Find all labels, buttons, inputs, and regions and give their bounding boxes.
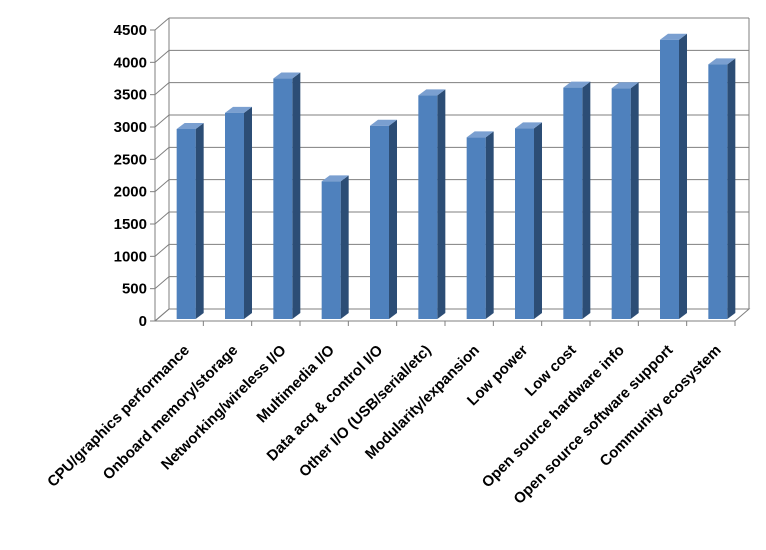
gridline-depth: [154, 179, 170, 193]
bar-front: [321, 181, 341, 319]
gridline-depth: [154, 243, 170, 257]
bar-front: [563, 87, 583, 319]
bar: [370, 119, 397, 320]
y-tick-label: 0: [139, 313, 147, 330]
bar-top: [563, 81, 591, 88]
y-tick-label: 1500: [114, 216, 147, 233]
bar-front: [515, 128, 534, 319]
bar-side: [195, 123, 204, 319]
gridline-depth: [154, 276, 170, 290]
gridline-depth: [154, 49, 170, 63]
bar-side: [727, 58, 736, 319]
y-tick-label: 2000: [114, 184, 147, 201]
bar-top: [370, 119, 397, 126]
bar-front: [176, 129, 196, 319]
y-tick-label: 2500: [114, 151, 147, 168]
bar: [563, 81, 591, 319]
bar: [418, 89, 446, 319]
bar-side: [292, 72, 301, 319]
bar-side: [437, 89, 446, 319]
bar-side: [534, 122, 542, 319]
y-tick-label: 4500: [114, 22, 147, 39]
gridline-depth: [154, 114, 170, 128]
bar-front: [611, 88, 631, 319]
bar: [321, 175, 349, 319]
bar-top: [708, 58, 736, 65]
y-tick-label: 4000: [114, 54, 147, 71]
gridline-depth: [154, 211, 170, 225]
bar-front: [225, 112, 244, 319]
bars: [176, 33, 736, 320]
bar-top: [176, 123, 204, 129]
bar-top: [611, 82, 639, 89]
bar-top: [515, 122, 542, 129]
gridline-depth: [154, 17, 170, 31]
bar-front: [466, 137, 486, 319]
bar-top: [321, 175, 349, 182]
bar-side: [630, 82, 639, 319]
bar-front: [708, 64, 728, 319]
bar-front: [418, 95, 438, 319]
y-tick-label: 3500: [114, 87, 147, 104]
bar: [225, 106, 252, 319]
bar-top: [466, 131, 494, 138]
bar: [466, 131, 494, 319]
bar: [611, 82, 639, 319]
bar-front: [273, 78, 293, 319]
bar-top: [418, 89, 446, 96]
bar: [515, 122, 542, 319]
bar-side: [340, 175, 349, 319]
bar-side: [389, 119, 397, 320]
bar-side: [582, 81, 591, 319]
y-tick-label: 1000: [114, 248, 147, 265]
bar-side: [244, 106, 252, 319]
gridline-depth: [154, 146, 170, 160]
bar: [660, 33, 687, 319]
bar: [708, 58, 736, 319]
bar-top: [225, 106, 252, 113]
bar: [176, 123, 204, 319]
bar-side: [485, 131, 494, 319]
bar-front: [660, 39, 679, 319]
y-tick-label: 500: [122, 281, 147, 298]
bar: [273, 72, 301, 319]
bar-side: [679, 33, 687, 319]
y-tick-label: 3000: [114, 119, 147, 136]
gridline-depth: [154, 82, 170, 96]
bar-top: [273, 72, 301, 79]
bar-front: [370, 125, 389, 320]
bar-top: [660, 33, 687, 40]
